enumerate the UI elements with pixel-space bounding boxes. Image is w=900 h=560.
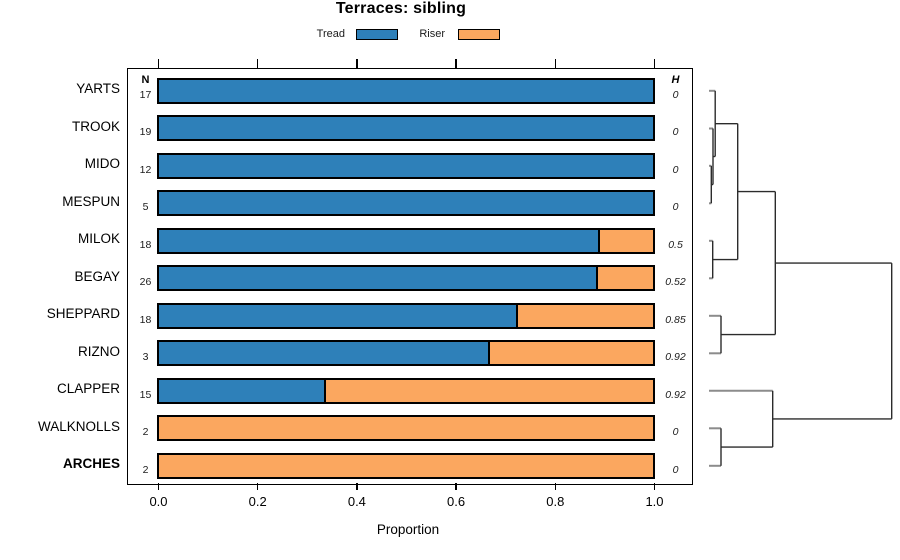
bar-row [157, 415, 655, 442]
h-value: 0.52 [665, 276, 686, 289]
bar-row [157, 340, 655, 367]
n-value: 12 [139, 163, 152, 176]
row-label: MILOK [77, 231, 120, 247]
n-value: 18 [139, 238, 152, 251]
bottom-axis-tick [256, 483, 259, 490]
legend-swatch-riser [458, 29, 500, 40]
legend-label-riser: Riser [419, 28, 445, 40]
h-value: 0.5 [668, 238, 683, 251]
row-label: SHEPPARD [46, 306, 120, 322]
bar-segment-tread [159, 192, 653, 215]
n-value: 19 [139, 126, 152, 139]
bar-segment-riser [598, 229, 653, 252]
n-value: 2 [142, 463, 149, 476]
x-tick-label: 0.0 [149, 494, 168, 509]
legend-label-tread: Tread [316, 28, 345, 40]
row-label: CLAPPER [56, 381, 120, 397]
row-label: MESPUN [62, 193, 120, 209]
n-value: 3 [142, 351, 149, 364]
bar-row [157, 190, 655, 217]
bar-segment-tread [159, 267, 596, 290]
h-value: 0.92 [665, 351, 686, 364]
x-tick-label: 0.6 [447, 494, 466, 509]
n-value: 26 [139, 276, 152, 289]
bar-segment-riser [488, 342, 653, 365]
plot-border [127, 68, 693, 485]
h-value: 0 [672, 88, 679, 101]
bar-segment-riser [516, 304, 653, 327]
h-value: 0 [672, 463, 679, 476]
bar-segment-tread [159, 304, 516, 327]
x-tick-label: 0.2 [248, 494, 267, 509]
dendrogram [709, 89, 893, 467]
bar-segment-riser [324, 379, 653, 402]
x-tick-label: 0.4 [347, 494, 366, 509]
h-value: 0.85 [665, 313, 686, 326]
n-value: 18 [139, 313, 152, 326]
n-value: 5 [142, 201, 149, 214]
bottom-axis-tick [455, 483, 457, 490]
h-value: 0 [672, 201, 679, 214]
row-label: ARCHES [62, 456, 120, 472]
x-tick-label: 1.0 [645, 494, 664, 509]
row-label: YARTS [76, 81, 120, 97]
row-label: MIDO [84, 156, 120, 172]
row-label: WALKNOLLS [37, 418, 120, 434]
top-axis-tick [455, 59, 457, 68]
bar-segment-riser [159, 454, 653, 477]
x-axis-title: Proportion [376, 522, 440, 537]
bar-row [157, 227, 655, 254]
top-axis-tick [256, 59, 259, 68]
row-label: RIZNO [78, 343, 120, 359]
bar-segment-riser [159, 417, 653, 440]
top-axis-tick [653, 59, 656, 68]
n-column-header: N [141, 74, 150, 86]
row-label: BEGAY [74, 268, 120, 284]
bottom-axis-tick [653, 483, 656, 490]
bar-segment-tread [159, 117, 653, 140]
bar-segment-tread [159, 79, 653, 102]
h-value: 0.92 [665, 388, 686, 401]
n-value: 17 [139, 88, 152, 101]
bar-segment-riser [596, 267, 653, 290]
n-value: 2 [142, 426, 149, 439]
bar-segment-tread [159, 154, 653, 177]
top-axis-tick [157, 59, 160, 68]
bar-row [157, 77, 655, 104]
bar-row [157, 302, 655, 329]
n-value: 15 [139, 388, 152, 401]
bar-segment-tread [159, 229, 598, 252]
x-tick-label: 0.8 [546, 494, 565, 509]
bar-row [157, 265, 655, 292]
h-value: 0 [672, 163, 679, 176]
bar-row [157, 452, 655, 479]
bar-segment-tread [159, 342, 488, 365]
top-axis-tick [554, 59, 557, 68]
bar-segment-tread [159, 379, 324, 402]
bar-row [157, 377, 655, 404]
bar-row [157, 115, 655, 142]
top-axis-tick [356, 59, 358, 68]
chart-title: Terraces: sibling [335, 0, 467, 17]
bottom-axis-tick [356, 483, 358, 490]
h-column-header: H [671, 74, 680, 86]
h-value: 0 [672, 126, 679, 139]
h-value: 0 [672, 426, 679, 439]
bar-row [157, 152, 655, 179]
legend-swatch-tread [356, 29, 398, 40]
row-label: TROOK [71, 118, 120, 134]
bottom-axis-tick [554, 483, 557, 490]
bottom-axis-tick [157, 483, 160, 490]
